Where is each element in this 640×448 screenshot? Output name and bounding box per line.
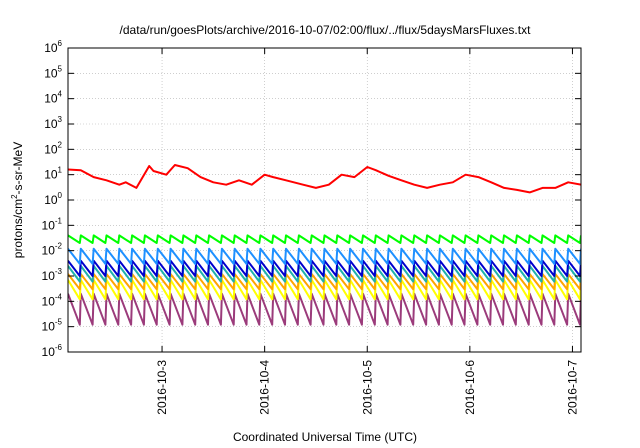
y-tick-label: 10-5: [42, 318, 63, 334]
series-layer: [68, 164, 581, 326]
y-tick-base: 10: [42, 269, 56, 283]
y-tick-label: 103: [44, 115, 62, 131]
x-tick-label: 2016-10-6: [463, 360, 477, 415]
y-axis-label-base: protons/cm: [11, 199, 25, 258]
y-tick-base: 10: [44, 193, 58, 207]
y-tick-base: 10: [42, 218, 56, 232]
x-tick-label: 2016-10-5: [360, 360, 374, 415]
y-tick-exp: -2: [55, 242, 63, 251]
y-tick-exp: 6: [58, 39, 63, 48]
y-tick-base: 10: [42, 244, 56, 258]
series-line-2: [68, 247, 581, 265]
y-tick-base: 10: [44, 117, 58, 131]
x-tick-label: 2016-10-3: [155, 360, 169, 415]
y-tick-exp: -5: [55, 318, 63, 327]
y-tick-base: 10: [42, 345, 56, 359]
y-axis-label-rest: -s-sr-MeV: [11, 142, 25, 195]
y-tick-exp: 1: [58, 166, 63, 175]
y-tick-exp: 3: [58, 115, 63, 124]
y-tick-exp: 2: [58, 140, 63, 149]
y-tick-base: 10: [44, 66, 58, 80]
y-tick-exp: -1: [55, 216, 63, 225]
y-axis: 10-610-510-410-310-210-11001011021031041…: [42, 39, 581, 359]
y-tick-label: 10-6: [42, 343, 63, 359]
y-tick-base: 10: [44, 92, 58, 106]
y-tick-base: 10: [44, 41, 58, 55]
y-tick-exp: 0: [58, 191, 63, 200]
y-tick-exp: -3: [55, 267, 63, 276]
y-axis-label: protons/cm2-s-sr-MeV: [10, 142, 25, 258]
y-tick-label: 100: [44, 191, 62, 207]
series-line-0: [68, 164, 581, 194]
y-tick-label: 104: [44, 90, 62, 106]
y-tick-base: 10: [44, 168, 58, 182]
y-tick-label: 105: [44, 64, 62, 80]
y-tick-exp: -6: [55, 343, 63, 352]
x-axis: 2016-10-3 2016-10-4 2016-10-5 2016-10-6 2016…: [155, 48, 579, 415]
series-line-1: [68, 234, 581, 244]
y-tick-base: 10: [42, 294, 56, 308]
y-tick-exp: -4: [55, 292, 63, 301]
x-tick-label: 2016-10-7: [565, 360, 579, 415]
y-tick-label: 101: [44, 166, 62, 182]
y-tick-label: 10-3: [42, 267, 63, 283]
y-tick-exp: 5: [58, 64, 63, 73]
y-tick-label: 106: [44, 39, 62, 55]
y-tick-base: 10: [42, 320, 56, 334]
chart-title: /data/run/goesPlots/archive/2016-10-07/0…: [120, 23, 532, 37]
y-tick-label: 10-1: [42, 216, 63, 232]
y-axis-label-sup: 2: [10, 194, 19, 199]
y-tick-base: 10: [44, 142, 58, 156]
y-tick-label: 10-4: [42, 292, 63, 308]
y-tick-exp: 4: [58, 90, 63, 99]
y-tick-label: 102: [44, 140, 62, 156]
x-axis-label: Coordinated Universal Time (UTC): [233, 430, 417, 444]
y-tick-label: 10-2: [42, 242, 63, 258]
x-tick-label: 2016-10-4: [258, 360, 272, 415]
